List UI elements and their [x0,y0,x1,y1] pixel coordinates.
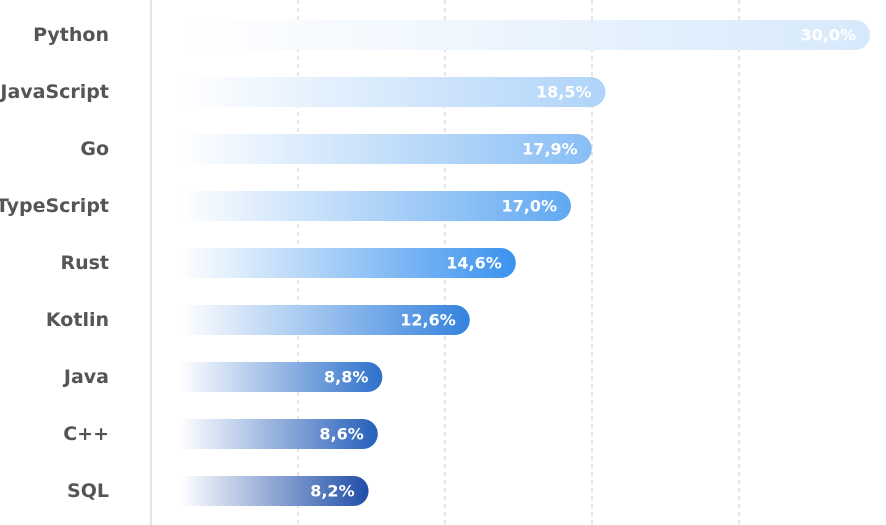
category-label: JavaScript [0,81,109,103]
value-label: 8,8% [324,368,368,387]
value-label: 17,0% [501,197,557,216]
bar-rust [180,248,516,278]
value-label: 8,6% [319,425,363,444]
bars-layer: 30,0% 18,5% 17,9% 17,0% 14,6% 12,6% 8,8% 8,6% 8,… [180,20,870,506]
bar-go [180,134,592,164]
value-label: 17,9% [522,140,578,159]
bar-typescript [180,191,571,221]
value-label: 8,2% [310,482,354,501]
category-label: SQL [67,480,109,502]
value-label: 18,5% [536,83,592,102]
category-label: Java [62,366,109,388]
bar-c- [180,419,378,449]
value-label: 12,6% [400,311,456,330]
category-label: C++ [63,423,109,445]
value-label: 14,6% [446,254,502,273]
category-label: Kotlin [46,309,109,331]
value-label: 30,0% [800,26,856,45]
category-labels: Python JavaScript Go TypeScript Rust Kotlin Ja… [0,24,109,502]
bar-java [180,362,383,392]
bar-sql [180,476,369,506]
bar-kotlin [180,305,470,335]
category-label: Python [33,24,109,46]
bar-javascript [180,77,606,107]
category-label: Go [80,138,109,160]
bar-python [180,20,870,50]
category-label: Rust [60,252,109,274]
category-label: TypeScript [0,195,109,217]
